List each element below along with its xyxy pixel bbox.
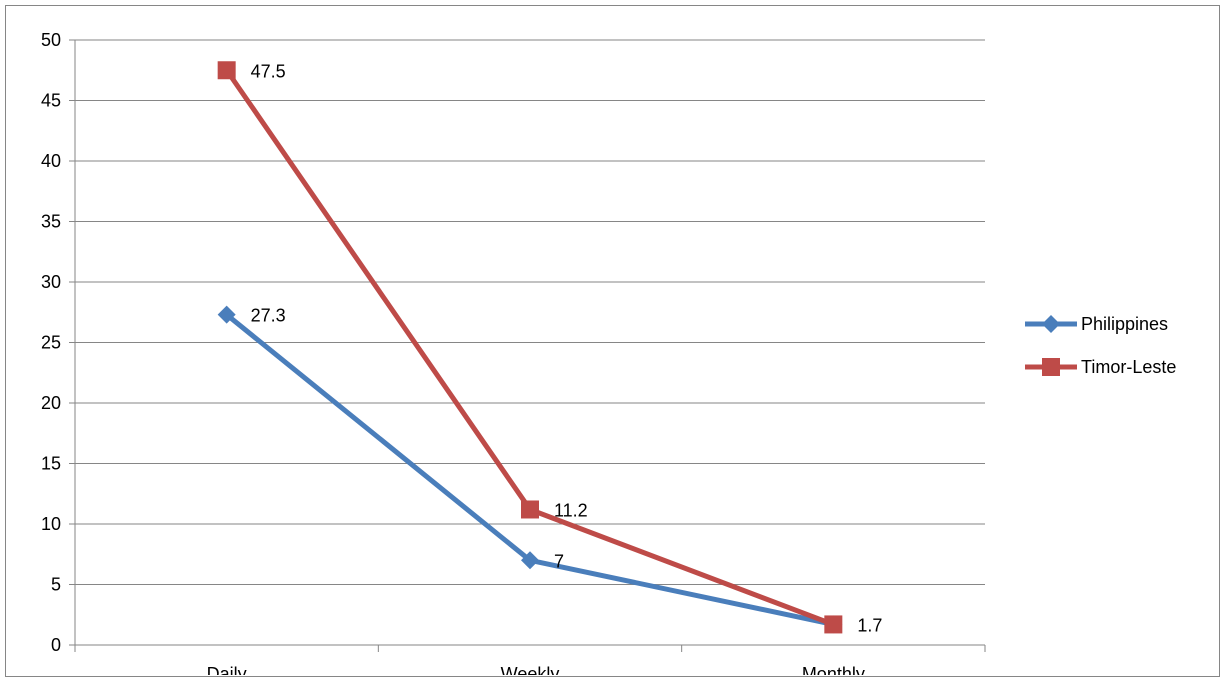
series-line-philippines (225, 312, 834, 627)
series-group (217, 61, 843, 634)
legend-label-timor-leste: Timor-Leste (1081, 357, 1176, 377)
data-label-philippines-daily: 27.3 (251, 306, 286, 326)
y-tick-label: 20 (41, 393, 61, 413)
x-tick-label-monthly: Monthly (802, 664, 865, 675)
y-tick-label: 35 (41, 212, 61, 232)
legend: Philippines Timor-Leste (1025, 314, 1176, 377)
x-axis-ticks: Daily Weekly Monthly (74, 645, 986, 675)
data-label-timor-leste-weekly: 11.2 (554, 500, 588, 520)
legend-marker-timor-leste (1042, 358, 1060, 376)
y-tick-label: 50 (41, 30, 61, 50)
y-tick-label: 25 (41, 333, 61, 353)
x-tick-label-daily: Daily (207, 664, 247, 675)
legend-marker-philippines (1042, 315, 1060, 333)
point-timor-leste-daily (217, 61, 236, 80)
point-philippines-weekly (521, 551, 539, 570)
y-tick-label: 0 (51, 635, 61, 655)
data-label-philippines-weekly: 7 (554, 551, 564, 571)
legend-label-philippines: Philippines (1081, 314, 1168, 334)
grid-lines (75, 39, 985, 585)
y-tick-label: 5 (51, 575, 61, 595)
y-axis-ticks: 0 5 10 15 20 25 30 35 40 45 50 (41, 30, 75, 655)
point-timor-leste-weekly (521, 500, 539, 519)
data-labels: 27.3 7 47.5 11.2 1.7 (251, 61, 883, 635)
series-line-timor-leste (224, 68, 835, 627)
y-tick-label: 40 (41, 151, 61, 171)
point-timor-leste-monthly (824, 615, 843, 634)
y-tick-label: 30 (41, 272, 61, 292)
x-tick-label-weekly: Weekly (501, 664, 560, 675)
data-label-timor-leste-monthly: 1.7 (857, 615, 882, 635)
chart-frame (5, 5, 1220, 677)
point-philippines-daily (217, 305, 236, 324)
data-label-timor-leste-daily: 47.5 (251, 61, 286, 81)
y-tick-label: 10 (41, 514, 61, 534)
y-tick-label: 45 (41, 91, 61, 111)
y-tick-label: 15 (41, 454, 61, 474)
